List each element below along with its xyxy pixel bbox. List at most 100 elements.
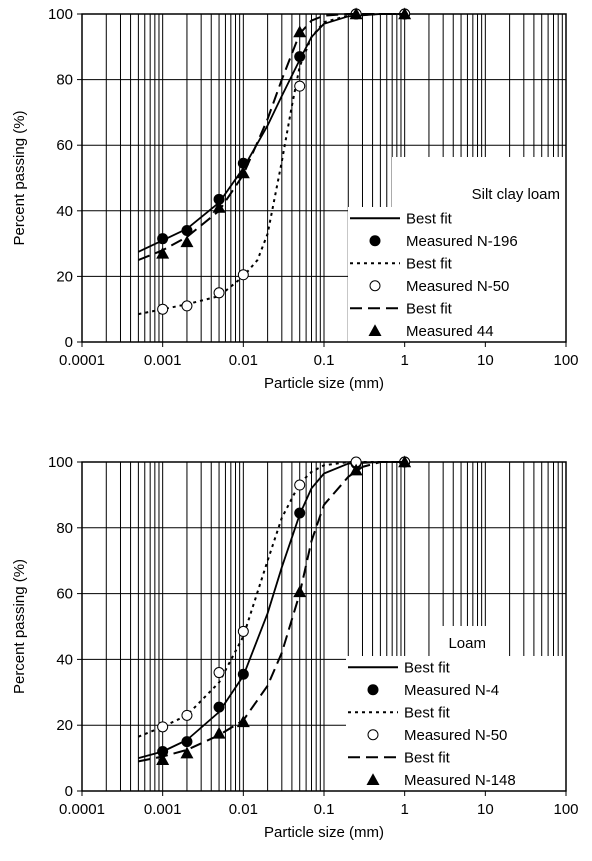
data-point [213,193,225,205]
data-point [157,721,169,733]
x-tick-label: 1 [400,801,408,818]
series-6 [156,7,412,259]
data-point [237,668,249,680]
series-3 [138,461,405,738]
y-tick-label: 100 [48,6,73,23]
data-point [180,235,194,248]
legend-title: Silt clay loam [472,186,560,203]
data-point [181,736,193,748]
legend-marker-swatch [368,324,382,336]
x-axis-label: Particle size (mm) [264,824,384,841]
data-point [213,667,225,679]
y-tick-label: 20 [56,717,73,734]
y-axis-label: Percent passing (%) [11,110,28,245]
best-fit-line [138,461,405,738]
data-point [349,463,363,476]
best-fit-line [138,13,405,261]
legend-title-background [430,626,490,656]
legend-entry-label: Measured N-196 [406,233,518,250]
legend: Loam Best fit Measured N-4 Best fit Measured… [346,626,566,791]
best-fit-line [138,13,405,316]
data-point [157,303,169,315]
legend-entry-label: Best fit [406,210,453,227]
data-point [294,479,306,491]
legend-background [348,207,566,342]
x-tick-label: 100 [553,801,578,818]
data-point [294,507,306,519]
best-fit-line [138,461,405,763]
x-tick-label: 10 [477,801,494,818]
y-tick-label: 60 [56,137,73,154]
x-tick-label: 0.01 [229,801,258,818]
legend-entry-label: Measured N-50 [404,727,507,744]
data-point [157,233,169,245]
data-point [181,224,193,236]
legend-marker-swatch [366,773,380,785]
data-point [294,51,306,63]
y-tick-label: 100 [48,454,73,471]
x-tick-label: 100 [553,352,578,369]
series-6 [156,455,412,765]
legend-entry-label: Measured N-50 [406,278,509,295]
legend: Silt clay loam Best fit Measured N-196 Best… [348,157,566,342]
legend-entry-label: Best fit [404,704,451,721]
data-point [237,269,249,281]
data-point [398,455,412,468]
data-point [236,166,250,179]
y-tick-label: 40 [56,203,73,220]
series-3 [138,13,405,316]
data-point [294,80,306,92]
data-point [180,746,194,759]
legend-marker-swatch [367,729,379,741]
data-point [213,287,225,299]
y-tick-label: 80 [56,520,73,537]
legend-title: Loam [448,635,486,652]
legend-marker-swatch [367,684,379,696]
x-tick-label: 1 [400,352,408,369]
chart-2: Loam Best fit Measured N-4 Best fit Measured… [11,454,579,841]
series-5 [138,13,405,261]
data-point [398,7,412,20]
x-tick-label: 0.01 [229,352,258,369]
legend-entry-label: Best fit [406,300,453,317]
data-point [156,753,170,765]
data-point [157,746,169,758]
series-5 [138,461,405,763]
y-tick-label: 0 [65,783,73,800]
legend-entry-label: Best fit [404,659,451,676]
x-tick-label: 0.001 [144,801,182,818]
data-point [293,25,307,38]
x-tick-label: 0.001 [144,352,182,369]
chart-1: Silt clay loam Best fit Measured N-196 Best… [11,6,579,392]
data-point [213,701,225,713]
legend-marker-swatch [369,235,381,247]
legend-background [346,656,566,791]
x-tick-label: 0.0001 [59,352,105,369]
data-point [156,246,170,259]
legend-marker-swatch [369,280,381,292]
legend-entry-label: Best fit [404,749,451,766]
legend-entry-label: Measured N-4 [404,682,499,699]
y-tick-label: 60 [56,586,73,603]
y-tick-label: 20 [56,268,73,285]
data-point [236,715,250,728]
data-point [181,709,193,721]
y-tick-label: 0 [65,334,73,351]
y-tick-label: 80 [56,72,73,89]
data-point [181,300,193,312]
data-point [212,726,226,739]
legend-entry-label: Measured 44 [406,323,494,340]
y-axis-label: Percent passing (%) [11,559,28,694]
legend-title-background [392,157,564,207]
data-point [237,625,249,637]
x-tick-label: 0.1 [314,352,335,369]
data-point [349,7,363,20]
legend-entry-label: Best fit [406,255,453,272]
x-tick-label: 0.0001 [59,801,105,818]
x-axis-label: Particle size (mm) [264,375,384,392]
y-tick-label: 40 [56,651,73,668]
data-point [293,585,307,598]
x-tick-label: 10 [477,352,494,369]
